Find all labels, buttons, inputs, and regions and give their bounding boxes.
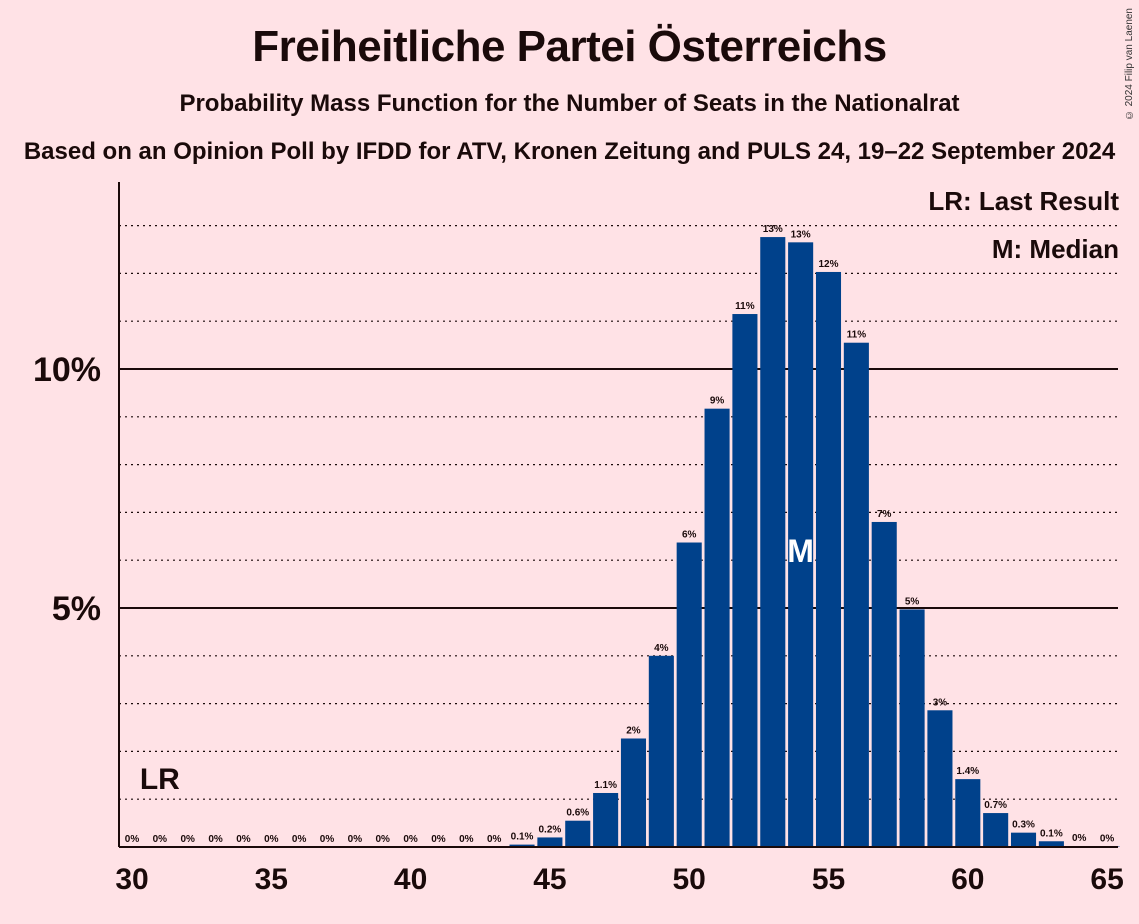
y-tick-label: 5% — [52, 590, 101, 628]
median-marker: M — [787, 533, 814, 569]
bar-value-label: 1.4% — [956, 766, 979, 777]
chart-markers: LR M — [140, 533, 814, 796]
x-axis-ticks: 30 35 40 45 50 55 60 65 — [115, 863, 1123, 896]
legend-median: M: Median — [991, 234, 1119, 264]
bar-value-label: 3% — [933, 697, 948, 708]
bar-value-label: 0% — [125, 834, 140, 845]
chart-source: Based on an Opinion Poll by IFDD for ATV… — [23, 138, 1116, 165]
x-tick-label: 50 — [673, 863, 706, 896]
bar-seat-61 — [983, 813, 1009, 847]
bar-value-label: 11% — [735, 301, 755, 312]
bar-value-label: 0% — [459, 834, 474, 845]
bar-value-label: 11% — [847, 330, 867, 341]
bar-seat-58 — [899, 609, 925, 847]
bar-value-label: 0% — [208, 834, 223, 845]
x-tick-label: 45 — [533, 863, 566, 896]
bar-seat-48 — [620, 738, 647, 847]
bar-value-label: 9% — [710, 396, 725, 407]
bar-seat-46 — [565, 820, 591, 847]
bar-value-label: 13% — [791, 229, 811, 240]
bar-value-label: 6% — [682, 530, 697, 541]
chart-subtitle: Probability Mass Function for the Number… — [179, 90, 960, 117]
bar-seat-49 — [648, 655, 674, 847]
bar-seat-63 — [1038, 841, 1064, 847]
bar-seat-54 — [788, 242, 814, 847]
bar-value-label: 0% — [320, 834, 335, 845]
x-tick-label: 60 — [951, 863, 984, 896]
bar-value-label: 7% — [877, 509, 892, 520]
bar-value-label: 0% — [292, 834, 307, 845]
legend-last-result: LR: Last Result — [928, 186, 1119, 216]
chart-axes — [118, 182, 1118, 848]
bar-value-label: 4% — [654, 643, 669, 654]
bar-seat-57 — [871, 521, 897, 847]
bar-seat-62 — [1010, 832, 1037, 847]
chart-bar-labels: 0% 0% 0% 0% 0% 0% 0% 0% 0% 0% 0% 0% 0% 0% 0.1% 0.2% 0.6%… — [125, 224, 1115, 845]
bar-value-label: 0.7% — [984, 800, 1007, 811]
bar-seat-45 — [537, 837, 563, 847]
bar-seat-52 — [732, 314, 758, 847]
x-tick-label: 30 — [115, 863, 148, 896]
bar-value-label: 0% — [403, 834, 418, 845]
bar-value-label: 0% — [1100, 834, 1115, 845]
bar-seat-53 — [760, 237, 786, 847]
x-tick-label: 40 — [394, 863, 427, 896]
bar-value-label: 0.1% — [511, 832, 534, 843]
bar-value-label: 1.1% — [594, 780, 617, 791]
bar-seat-59 — [927, 710, 953, 847]
bar-value-label: 12% — [818, 259, 838, 270]
bar-seat-51 — [704, 408, 730, 847]
bar-value-label: 0% — [264, 834, 279, 845]
bar-seat-44 — [509, 844, 535, 847]
bar-value-label: 2% — [626, 725, 641, 736]
bar-value-label: 5% — [905, 596, 920, 607]
bar-value-label: 0.2% — [539, 824, 562, 835]
bar-value-label: 0% — [348, 834, 363, 845]
bar-value-label: 0.3% — [1012, 820, 1035, 831]
bar-value-label: 0% — [236, 834, 251, 845]
bar-seat-50 — [676, 542, 702, 847]
bar-value-label: 0% — [376, 834, 391, 845]
bar-value-label: 0.1% — [1040, 828, 1063, 839]
x-tick-label: 35 — [255, 863, 288, 896]
chart-gridlines — [119, 225, 1118, 800]
bar-seat-47 — [593, 792, 619, 847]
bar-value-label: 13% — [763, 224, 783, 235]
bar-seat-60 — [955, 779, 981, 847]
bar-value-label: 0% — [153, 834, 168, 845]
bar-value-label: 0% — [1072, 833, 1087, 844]
y-tick-label: 10% — [33, 351, 101, 389]
chart-bars — [509, 237, 1120, 847]
bar-value-label: 0% — [431, 834, 446, 845]
bar-seat-56 — [843, 342, 869, 847]
bar-value-label: 0% — [487, 834, 502, 845]
y-axis-ticks: 5% 10% — [33, 351, 101, 628]
chart-title: Freiheitliche Partei Österreichs — [252, 22, 887, 71]
bar-seat-55 — [815, 271, 842, 847]
x-tick-label: 65 — [1090, 863, 1123, 896]
bar-value-label: 0.6% — [566, 808, 589, 819]
bar-value-label: 0% — [180, 834, 195, 845]
x-tick-label: 55 — [812, 863, 845, 896]
last-result-marker: LR — [140, 763, 180, 796]
